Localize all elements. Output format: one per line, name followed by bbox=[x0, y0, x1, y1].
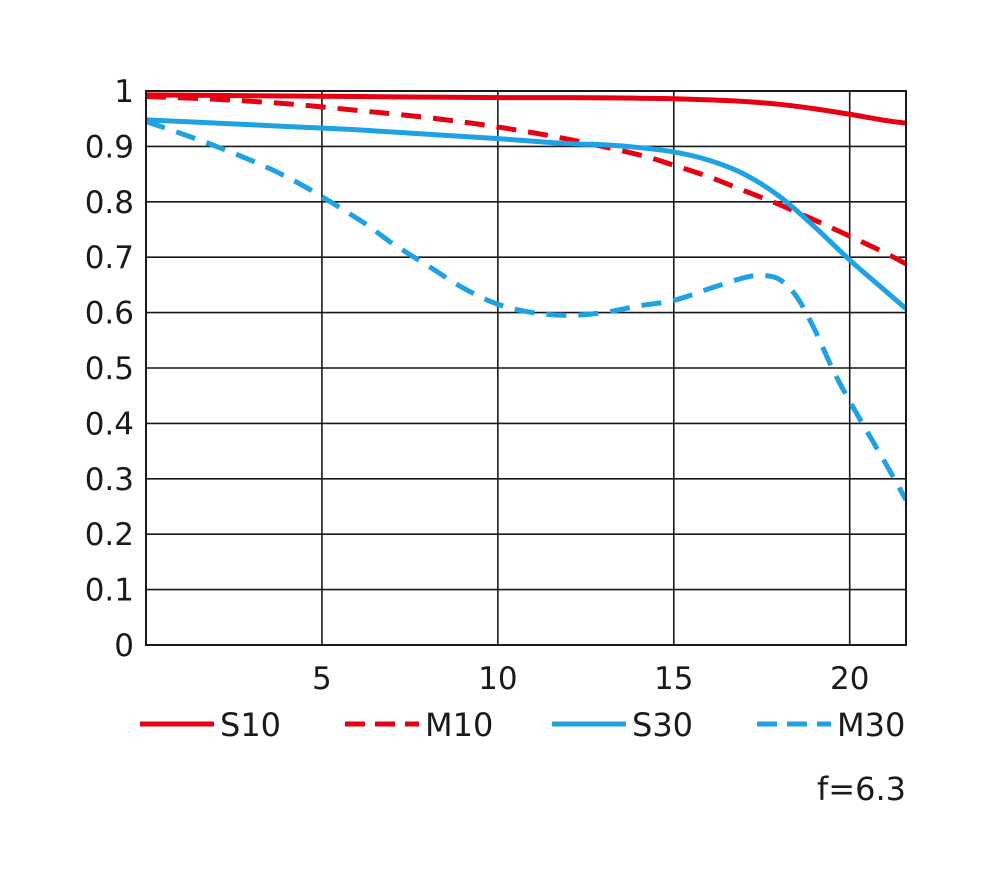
y-axis-ticks: 0 0.1 0.2 0.3 0.4 0.5 0.6 0.7 0.8 0.9 1 bbox=[85, 74, 134, 664]
y-tick-label: 0.5 bbox=[85, 351, 134, 387]
y-tick-label: 0.4 bbox=[85, 406, 134, 442]
y-tick-label: 0.3 bbox=[85, 462, 134, 498]
x-tick-label: 5 bbox=[312, 661, 332, 697]
series-line-s10 bbox=[146, 92, 906, 126]
y-tick-label: 0.6 bbox=[85, 296, 134, 332]
legend-label-s30: S30 bbox=[632, 706, 693, 744]
legend-label-m10: M10 bbox=[425, 706, 493, 744]
series-line-m30 bbox=[146, 119, 906, 502]
series-line-s30 bbox=[146, 117, 906, 311]
y-tick-label: 0 bbox=[114, 628, 134, 664]
y-tick-label: 0.8 bbox=[85, 185, 134, 221]
series-line-m10 bbox=[146, 94, 906, 267]
y-tick-label: 1 bbox=[114, 74, 134, 110]
x-tick-label: 20 bbox=[830, 661, 869, 697]
legend-label-m30: M30 bbox=[837, 706, 905, 744]
y-tick-label: 0.9 bbox=[85, 129, 134, 165]
aperture-annotation: f=6.3 bbox=[817, 770, 906, 808]
x-axis-ticks: 5 10 15 20 bbox=[312, 661, 869, 697]
x-tick-label: 15 bbox=[654, 661, 693, 697]
y-tick-label: 0.1 bbox=[85, 573, 134, 609]
legend-label-s10: S10 bbox=[220, 706, 281, 744]
x-tick-label: 10 bbox=[478, 661, 517, 697]
y-tick-label: 0.7 bbox=[85, 240, 134, 276]
plot-frame bbox=[145, 90, 907, 646]
legend: S10 M10 S30 M30 bbox=[140, 706, 905, 744]
y-tick-label: 0.2 bbox=[85, 517, 134, 553]
grid bbox=[146, 90, 906, 646]
series-lines bbox=[146, 92, 906, 502]
